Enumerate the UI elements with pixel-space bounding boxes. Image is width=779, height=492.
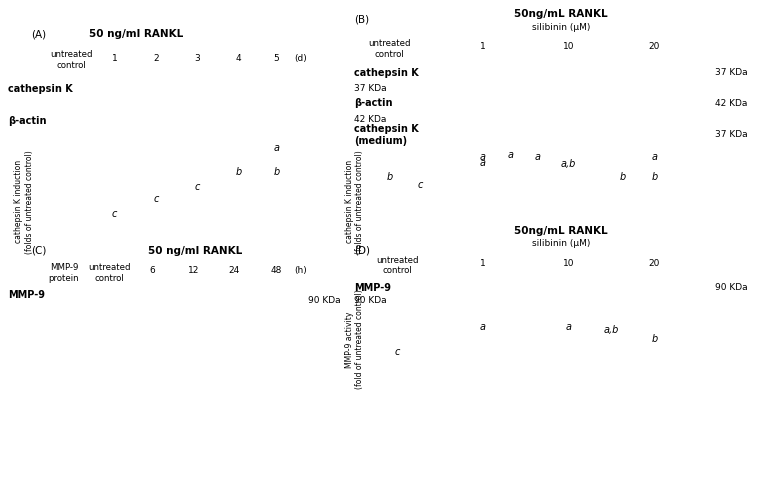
Text: a: a	[480, 322, 486, 332]
Text: 42 KDa: 42 KDa	[354, 115, 387, 123]
Text: 6: 6	[149, 266, 155, 275]
Text: (h): (h)	[294, 266, 307, 275]
Text: MMP-9
protein: MMP-9 protein	[48, 263, 79, 283]
Text: untreated
control: untreated control	[368, 39, 411, 59]
Text: (d): (d)	[294, 54, 307, 62]
Text: cathepsin K induction
(folds of untreated control): cathepsin K induction (folds of untreate…	[15, 150, 33, 253]
Text: a: a	[273, 143, 280, 153]
Text: 50ng/mL RANKL: 50ng/mL RANKL	[514, 9, 608, 19]
Text: 1: 1	[111, 54, 118, 62]
Text: 1: 1	[480, 259, 486, 268]
Text: b: b	[386, 172, 393, 182]
Text: cathepsin K
(medium): cathepsin K (medium)	[354, 124, 419, 146]
Text: c: c	[112, 209, 117, 219]
Text: 37 KDa: 37 KDa	[354, 84, 387, 93]
Text: (C): (C)	[31, 246, 47, 256]
Text: silibinin (μM): silibinin (μM)	[532, 239, 590, 248]
Text: 10: 10	[563, 42, 574, 51]
Text: 20: 20	[649, 42, 660, 51]
Text: 42 KDa: 42 KDa	[715, 99, 748, 108]
Text: a: a	[480, 153, 486, 162]
Text: β-actin: β-actin	[354, 98, 393, 108]
Text: 3: 3	[194, 54, 200, 62]
Text: 50ng/mL RANKL: 50ng/mL RANKL	[514, 226, 608, 236]
Text: 1: 1	[480, 42, 486, 51]
Text: b: b	[651, 335, 657, 344]
Text: c: c	[153, 194, 158, 204]
Text: cathepsin K: cathepsin K	[354, 68, 419, 78]
Text: 90 KDa: 90 KDa	[308, 296, 340, 305]
Text: 24: 24	[229, 266, 240, 275]
Text: 5: 5	[273, 54, 280, 62]
Text: untreated
control: untreated control	[51, 50, 93, 70]
Text: c: c	[418, 180, 423, 189]
Text: b: b	[620, 172, 626, 182]
Text: b: b	[273, 167, 280, 177]
Text: MMP-9: MMP-9	[8, 290, 44, 300]
Text: b: b	[235, 167, 241, 177]
Text: a: a	[651, 153, 657, 162]
Text: 37 KDa: 37 KDa	[715, 130, 748, 139]
Text: cathepsin K: cathepsin K	[8, 84, 72, 93]
Text: c: c	[195, 182, 199, 192]
Text: 20: 20	[649, 259, 660, 268]
Text: 50 ng/ml RANKL: 50 ng/ml RANKL	[90, 30, 183, 39]
Text: 37 KDa: 37 KDa	[715, 68, 748, 77]
Text: a,b: a,b	[604, 325, 619, 335]
Text: b: b	[651, 172, 657, 182]
Text: cathepsin K induction
(folds of untreated control): cathepsin K induction (folds of untreate…	[345, 150, 364, 253]
Text: silibinin (μM): silibinin (μM)	[532, 23, 590, 31]
Text: c: c	[395, 347, 400, 357]
Text: a,b: a,b	[561, 159, 576, 169]
Text: a: a	[534, 153, 541, 162]
Text: a: a	[507, 151, 513, 160]
Text: a: a	[480, 158, 486, 168]
Text: 50 ng/ml RANKL: 50 ng/ml RANKL	[148, 246, 241, 256]
Text: 90 KDa: 90 KDa	[354, 296, 387, 305]
Text: 10: 10	[563, 259, 574, 268]
Text: a: a	[566, 322, 572, 332]
Text: 90 KDa: 90 KDa	[715, 283, 748, 292]
Text: (D): (D)	[354, 246, 371, 256]
Text: 48: 48	[270, 266, 281, 275]
Text: MMP-9: MMP-9	[354, 283, 391, 293]
Text: MMP-9 activity
(fold of untreated control): MMP-9 activity (fold of untreated contro…	[345, 290, 364, 389]
Text: β-actin: β-actin	[8, 116, 46, 125]
Text: (A): (A)	[31, 30, 46, 39]
Text: 2: 2	[153, 54, 159, 62]
Text: (B): (B)	[354, 15, 369, 25]
Text: 12: 12	[188, 266, 199, 275]
Text: 4: 4	[235, 54, 241, 62]
Text: untreated
control: untreated control	[376, 256, 418, 276]
Text: untreated
control: untreated control	[88, 263, 130, 283]
